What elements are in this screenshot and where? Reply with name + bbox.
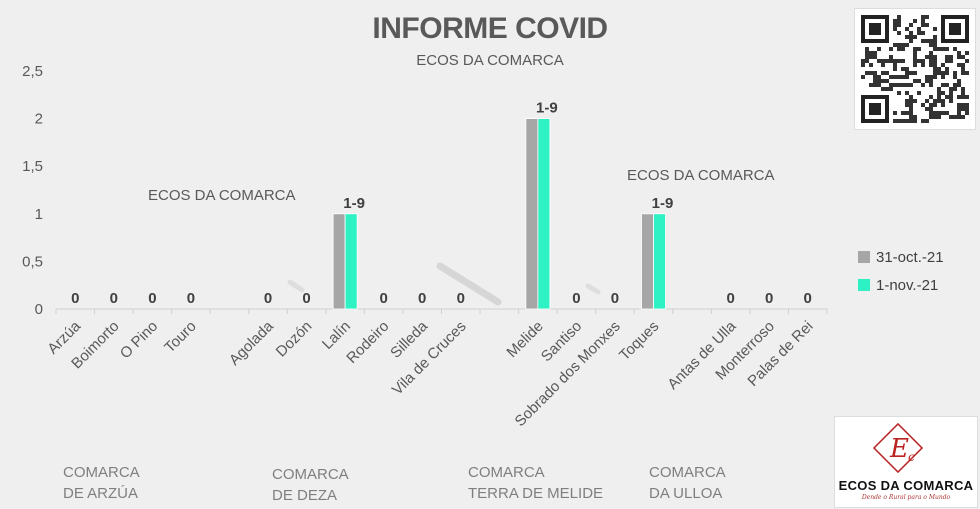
y-tick-label: 2 xyxy=(35,111,43,128)
logo-mark-icon: E c xyxy=(872,422,924,474)
bar xyxy=(641,213,654,310)
bar xyxy=(332,213,346,310)
data-label: 0 xyxy=(110,290,118,307)
y-tick-label: 1 xyxy=(35,206,43,223)
y-tick-label: 0,5 xyxy=(22,253,43,270)
data-label: 0 xyxy=(457,290,465,307)
watermark-text: ECOS DA COMARCA xyxy=(627,167,775,184)
legend-item-series-2: 1-nov.-21 xyxy=(858,277,938,294)
decorative-shadow xyxy=(287,279,305,293)
x-tick-label: Lalín xyxy=(319,318,354,353)
group-label-terra-de-melide: COMARCA TERRA DE MELIDE xyxy=(468,464,604,502)
data-label: 0 xyxy=(380,290,388,307)
svg-text:c: c xyxy=(908,450,915,464)
x-tick-label: Rodeiro xyxy=(343,318,392,367)
data-label: 0 xyxy=(611,290,619,307)
data-label: 1-9 xyxy=(536,100,558,117)
bar xyxy=(653,213,666,310)
data-label: 0 xyxy=(765,290,773,307)
legend-swatch xyxy=(858,251,870,263)
x-tick-label: Touro xyxy=(161,318,200,357)
watermark-text: ECOS DA COMARCA xyxy=(148,187,296,204)
qr-code-icon xyxy=(854,8,976,130)
data-label: 0 xyxy=(187,290,195,307)
logo-name: ECOS DA COMARCA xyxy=(838,478,974,493)
group-label-arzua: COMARCA DE ARZÚA xyxy=(63,464,140,502)
y-tick-label: 0 xyxy=(35,301,43,318)
chart-subtitle: ECOS DA COMARCA xyxy=(416,52,564,69)
decorative-shadow xyxy=(585,283,601,295)
group-label-deza: COMARCA DE DEZA xyxy=(272,466,349,504)
logo-tagline: Dende o Rural para o Mundo xyxy=(861,494,951,501)
bar xyxy=(344,213,358,310)
x-tick-label: Dozón xyxy=(273,318,316,361)
data-label: 0 xyxy=(148,290,156,307)
data-label: 0 xyxy=(418,290,426,307)
data-label: 0 xyxy=(726,290,734,307)
y-tick-label: 1,5 xyxy=(22,158,43,175)
x-tick-label: Agolada xyxy=(226,317,277,368)
bar xyxy=(525,118,539,310)
x-tick-label: Toques xyxy=(616,318,662,364)
legend-swatch xyxy=(858,279,870,291)
legend-label: 1-nov.-21 xyxy=(876,277,939,294)
data-label: 1-9 xyxy=(343,195,365,212)
legend-item-series-1: 31-oct.-21 xyxy=(858,249,944,266)
data-label: 0 xyxy=(264,290,272,307)
y-tick-label: 2,5 xyxy=(22,63,43,80)
svg-text:E: E xyxy=(889,434,909,464)
data-label: 0 xyxy=(71,290,79,307)
chart-title: INFORME COVID xyxy=(372,12,608,45)
data-label: 0 xyxy=(572,290,580,307)
data-label: 0 xyxy=(302,290,310,307)
group-label-ulloa: COMARCA DA ULLOA xyxy=(649,464,726,502)
decorative-shadow xyxy=(436,262,502,306)
bar xyxy=(537,118,551,310)
legend-label: 31-oct.-21 xyxy=(876,249,944,266)
data-label: 1-9 xyxy=(652,195,674,212)
ecos-da-comarca-logo: E c ECOS DA COMARCA Dende o Rural para o… xyxy=(834,416,978,508)
data-label: 0 xyxy=(804,290,812,307)
x-tick-label: O Pino xyxy=(117,318,161,362)
